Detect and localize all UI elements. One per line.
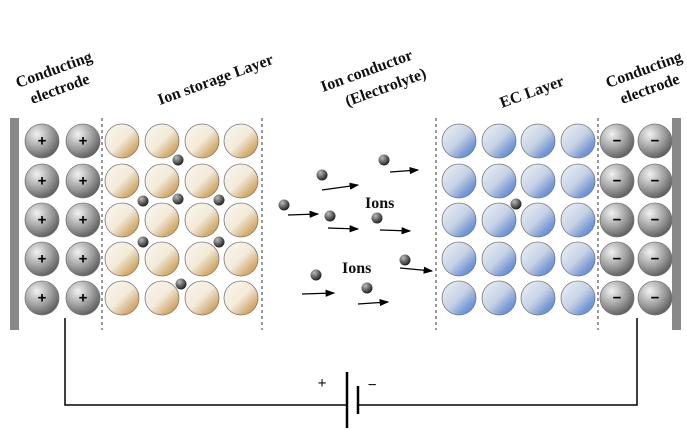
ion bbox=[138, 196, 149, 207]
ion bbox=[214, 195, 225, 206]
storage-sphere bbox=[185, 164, 219, 198]
charge-sign: + bbox=[38, 290, 47, 307]
charge-sign: − bbox=[613, 290, 622, 307]
ec-sphere bbox=[561, 124, 595, 158]
ion-arrow bbox=[288, 214, 318, 215]
charge-sign: + bbox=[79, 251, 88, 268]
storage-sphere bbox=[224, 164, 258, 198]
ion bbox=[138, 237, 149, 248]
label: EC Layer bbox=[498, 73, 567, 112]
ion-arrow bbox=[322, 185, 358, 190]
ec-sphere bbox=[521, 124, 555, 158]
storage-sphere bbox=[185, 124, 219, 158]
storage-sphere bbox=[145, 124, 179, 158]
storage-sphere bbox=[105, 124, 139, 158]
ion-arrow bbox=[302, 293, 334, 294]
ion-arrow bbox=[358, 302, 388, 304]
storage-sphere bbox=[185, 281, 219, 315]
charge-sign: + bbox=[38, 212, 47, 229]
ion-arrow bbox=[390, 170, 418, 172]
ion bbox=[362, 283, 373, 294]
ec-sphere bbox=[561, 281, 595, 315]
storage-sphere bbox=[224, 124, 258, 158]
storage-sphere bbox=[145, 281, 179, 315]
ec-sphere bbox=[521, 281, 555, 315]
left-electrode-plate bbox=[10, 118, 19, 330]
ec-sphere bbox=[561, 203, 595, 237]
ion bbox=[173, 155, 184, 166]
ec-sphere bbox=[521, 242, 555, 276]
ec-sphere bbox=[521, 203, 555, 237]
ion bbox=[400, 255, 411, 266]
ion bbox=[176, 279, 187, 290]
charge-sign: − bbox=[651, 133, 660, 150]
diagram: + − Conducting electrode Ion storage Lay… bbox=[0, 0, 687, 430]
ec-sphere bbox=[482, 203, 516, 237]
storage-sphere bbox=[145, 242, 179, 276]
storage-sphere bbox=[224, 242, 258, 276]
storage-sphere bbox=[105, 164, 139, 198]
charge-sign: − bbox=[613, 251, 622, 268]
storage-sphere bbox=[145, 164, 179, 198]
ion bbox=[173, 194, 184, 205]
ec-sphere bbox=[442, 242, 476, 276]
ion bbox=[214, 237, 225, 248]
battery-plus: + bbox=[317, 375, 326, 392]
ions-label: Ions bbox=[342, 260, 371, 277]
ion bbox=[317, 170, 328, 181]
ion bbox=[379, 155, 390, 166]
ion bbox=[511, 199, 522, 210]
ion-arrow bbox=[380, 230, 410, 231]
circuit bbox=[65, 318, 637, 428]
charge-sign: − bbox=[651, 290, 660, 307]
storage-sphere bbox=[185, 203, 219, 237]
storage-sphere bbox=[145, 203, 179, 237]
ion-arrow bbox=[328, 228, 358, 229]
ec-sphere bbox=[561, 242, 595, 276]
ec-sphere bbox=[442, 203, 476, 237]
ec-sphere bbox=[442, 164, 476, 198]
battery-minus: − bbox=[367, 377, 376, 394]
charge-sign: − bbox=[613, 133, 622, 150]
charge-sign: − bbox=[613, 173, 622, 190]
ion bbox=[325, 211, 336, 222]
right-electrode-plate bbox=[672, 118, 681, 330]
ec-sphere bbox=[521, 164, 555, 198]
ec-sphere bbox=[442, 124, 476, 158]
ec-sphere bbox=[482, 124, 516, 158]
charge-sign: − bbox=[651, 212, 660, 229]
charge-sign: + bbox=[38, 251, 47, 268]
charge-sign: − bbox=[613, 212, 622, 229]
storage-sphere bbox=[224, 281, 258, 315]
charge-sign: − bbox=[651, 251, 660, 268]
storage-sphere bbox=[105, 242, 139, 276]
storage-sphere bbox=[185, 242, 219, 276]
storage-sphere bbox=[105, 203, 139, 237]
ion bbox=[279, 200, 290, 211]
charge-sign: + bbox=[38, 133, 47, 150]
ec-sphere bbox=[561, 164, 595, 198]
charge-sign: + bbox=[79, 133, 88, 150]
charge-sign: + bbox=[38, 173, 47, 190]
ion bbox=[311, 270, 322, 281]
ions-label: Ions bbox=[365, 195, 394, 212]
storage-sphere bbox=[224, 203, 258, 237]
ec-sphere bbox=[482, 281, 516, 315]
ec-sphere bbox=[482, 164, 516, 198]
ion-arrow bbox=[400, 268, 432, 271]
charge-sign: + bbox=[79, 212, 88, 229]
storage-sphere bbox=[105, 281, 139, 315]
ion bbox=[372, 213, 383, 224]
charge-sign: − bbox=[651, 173, 660, 190]
charge-sign: + bbox=[79, 290, 88, 307]
charge-sign: + bbox=[79, 173, 88, 190]
ec-sphere bbox=[482, 242, 516, 276]
ec-sphere bbox=[442, 281, 476, 315]
label: Ion storage Layer bbox=[156, 51, 276, 109]
